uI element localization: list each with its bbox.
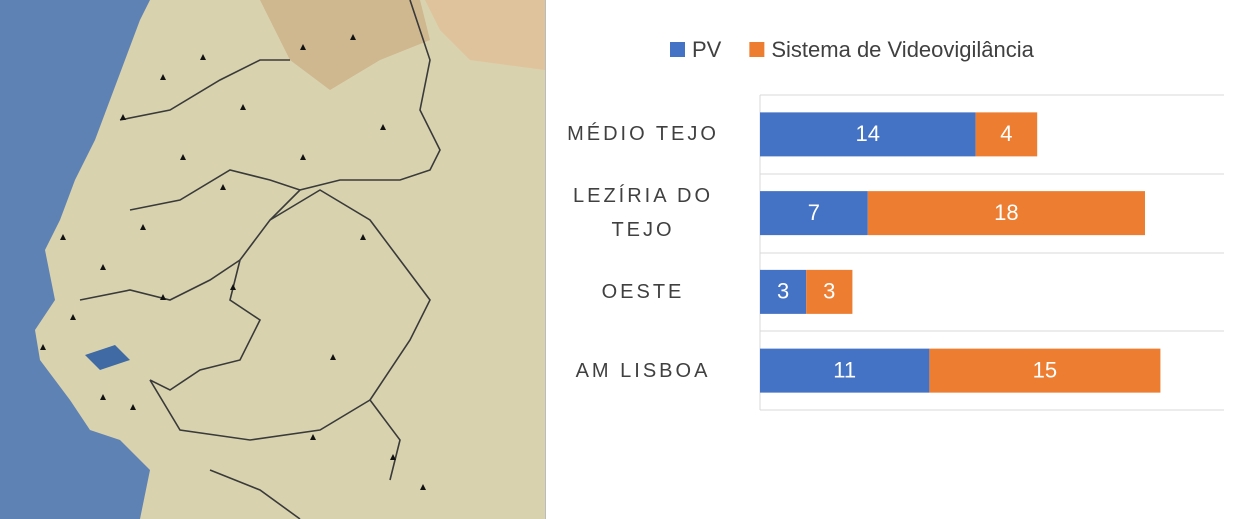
value-label: 3 <box>823 279 835 304</box>
category-label: LEZÍRIA DO TEJO <box>548 173 738 253</box>
value-label: 11 <box>833 357 856 382</box>
value-label: 15 <box>1033 357 1057 382</box>
value-label: 4 <box>1000 121 1012 146</box>
legend-label: PV <box>692 37 722 62</box>
category-label: OESTE <box>548 252 738 332</box>
value-label: 3 <box>777 279 789 304</box>
legend-label: Sistema de Videovigilância <box>771 37 1034 62</box>
legend-swatch <box>670 42 685 57</box>
page: PV Sistema de Videovigilância 14 4 7 18 3 3 11 15… <box>0 0 1245 519</box>
value-label: 18 <box>994 200 1018 225</box>
category-label: MÉDIO TEJO <box>548 94 738 174</box>
map <box>0 0 546 519</box>
value-label: 7 <box>808 200 820 225</box>
value-label: 14 <box>856 121 880 146</box>
legend-swatch <box>749 42 764 57</box>
category-label: AM LISBOA <box>548 331 738 411</box>
